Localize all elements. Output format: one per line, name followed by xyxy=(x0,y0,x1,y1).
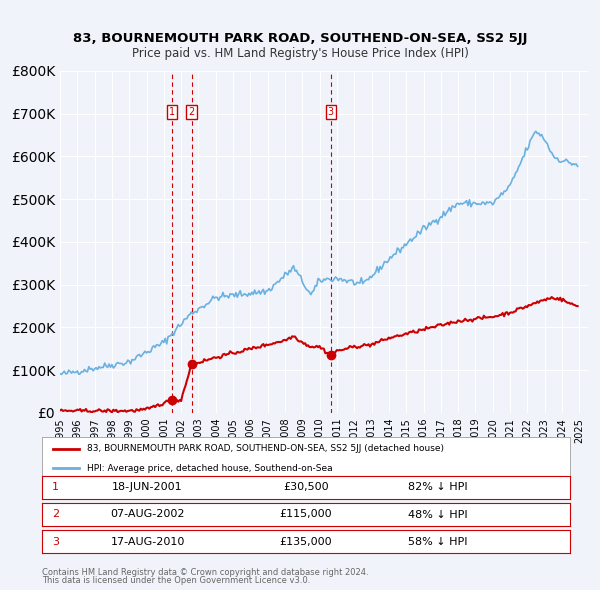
Text: £30,500: £30,500 xyxy=(283,483,329,492)
Text: 58% ↓ HPI: 58% ↓ HPI xyxy=(408,537,468,546)
Text: 1: 1 xyxy=(169,107,175,117)
Text: 83, BOURNEMOUTH PARK ROAD, SOUTHEND-ON-SEA, SS2 5JJ (detached house): 83, BOURNEMOUTH PARK ROAD, SOUTHEND-ON-S… xyxy=(87,444,444,454)
Text: 3: 3 xyxy=(328,107,334,117)
Text: 48% ↓ HPI: 48% ↓ HPI xyxy=(408,510,468,519)
Text: This data is licensed under the Open Government Licence v3.0.: This data is licensed under the Open Gov… xyxy=(42,576,310,585)
Text: 83, BOURNEMOUTH PARK ROAD, SOUTHEND-ON-SEA, SS2 5JJ: 83, BOURNEMOUTH PARK ROAD, SOUTHEND-ON-S… xyxy=(73,32,527,45)
Text: 2: 2 xyxy=(188,107,194,117)
Text: 82% ↓ HPI: 82% ↓ HPI xyxy=(408,483,468,492)
Text: 1: 1 xyxy=(52,483,59,492)
Text: 17-AUG-2010: 17-AUG-2010 xyxy=(110,537,185,546)
Text: £135,000: £135,000 xyxy=(280,537,332,546)
Text: 2: 2 xyxy=(52,510,59,519)
Text: Price paid vs. HM Land Registry's House Price Index (HPI): Price paid vs. HM Land Registry's House … xyxy=(131,47,469,60)
Text: £115,000: £115,000 xyxy=(280,510,332,519)
Text: 3: 3 xyxy=(52,537,59,546)
Text: Contains HM Land Registry data © Crown copyright and database right 2024.: Contains HM Land Registry data © Crown c… xyxy=(42,568,368,577)
Text: HPI: Average price, detached house, Southend-on-Sea: HPI: Average price, detached house, Sout… xyxy=(87,464,332,473)
Text: 07-AUG-2002: 07-AUG-2002 xyxy=(110,510,185,519)
Text: 18-JUN-2001: 18-JUN-2001 xyxy=(112,483,183,492)
